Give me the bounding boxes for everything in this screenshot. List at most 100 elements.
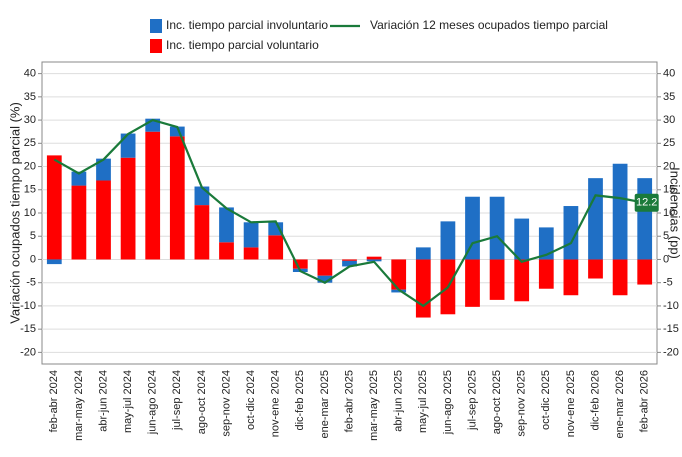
bar bbox=[612, 163, 628, 260]
x-tick-label: feb-abr 2024 bbox=[48, 370, 60, 432]
bar bbox=[96, 158, 111, 181]
x-tick-label: ago-oct 2024 bbox=[196, 370, 208, 434]
y2-tick-label: 35 bbox=[663, 91, 675, 103]
bar bbox=[46, 155, 62, 260]
y2-tick-label: 25 bbox=[663, 137, 675, 149]
bar bbox=[588, 178, 603, 260]
bar bbox=[317, 275, 333, 283]
bar bbox=[391, 289, 407, 293]
line bbox=[53, 118, 645, 308]
y2-tick-label: 40 bbox=[663, 68, 675, 80]
y2-tick-label: 30 bbox=[663, 114, 675, 126]
y2-tick-label: -5 bbox=[663, 277, 673, 289]
bar bbox=[366, 256, 382, 260]
y-tick-label: -15 bbox=[20, 323, 36, 335]
bar bbox=[637, 259, 653, 285]
bar bbox=[391, 259, 407, 290]
legend-swatch bbox=[150, 19, 162, 33]
y2-tick-label: 15 bbox=[663, 184, 675, 196]
y-tick-label: 0 bbox=[30, 253, 36, 265]
bar bbox=[71, 171, 87, 186]
x-tick-label: jul-sep 2025 bbox=[466, 370, 478, 431]
bar bbox=[465, 196, 480, 260]
y-tick-label: 30 bbox=[24, 114, 36, 126]
legend-label: Inc. tiempo parcial voluntario bbox=[166, 38, 319, 52]
bar bbox=[342, 260, 357, 267]
bar bbox=[169, 126, 185, 137]
bar bbox=[96, 180, 111, 260]
x-tick-label: nov-ene 2025 bbox=[565, 370, 577, 437]
y-axis-title: Variación ocupados tiempo parcial (%) bbox=[7, 102, 22, 324]
bar bbox=[563, 259, 579, 296]
bar bbox=[169, 136, 185, 260]
bar bbox=[46, 259, 62, 265]
x-tick-label: oct-dic 2025 bbox=[540, 370, 552, 430]
bar bbox=[71, 185, 87, 260]
bar bbox=[120, 157, 136, 260]
legend-label: Inc. tiempo parcial involuntario bbox=[166, 18, 328, 32]
bar bbox=[219, 242, 234, 260]
y-tick-label: 35 bbox=[24, 91, 36, 103]
bar bbox=[514, 218, 530, 260]
y2-tick-label: 5 bbox=[663, 230, 669, 242]
x-tick-label: jun-ago 2024 bbox=[147, 370, 159, 435]
bar bbox=[120, 133, 136, 158]
bar bbox=[366, 259, 382, 262]
y-tick-label: 10 bbox=[24, 207, 36, 219]
y2-tick-label: -10 bbox=[663, 300, 679, 312]
x-tick-label: ene-mar 2025 bbox=[319, 370, 331, 439]
x-tick-label: jul-sep 2024 bbox=[171, 370, 183, 431]
x-tick-label: dic-feb 2025 bbox=[294, 370, 306, 431]
bar bbox=[588, 259, 603, 279]
x-tick-label: dic-feb 2026 bbox=[589, 370, 601, 431]
bar bbox=[194, 186, 210, 206]
x-tick-label: ene-mar 2026 bbox=[614, 370, 626, 439]
legend-label: Variación 12 meses ocupados tiempo parci… bbox=[370, 18, 608, 32]
data-label-box bbox=[634, 193, 659, 212]
x-tick-label: mar-may 2025 bbox=[368, 370, 380, 441]
y-tick-label: 40 bbox=[24, 68, 36, 80]
legend-swatch bbox=[150, 39, 162, 53]
y-tick-label: -20 bbox=[20, 346, 36, 358]
bar bbox=[538, 227, 554, 260]
bar bbox=[415, 247, 431, 260]
bar bbox=[145, 131, 161, 260]
y-tick-label: -5 bbox=[26, 277, 36, 289]
bar bbox=[243, 222, 259, 248]
y-tick-label: 20 bbox=[24, 160, 36, 172]
y2-tick-label: 10 bbox=[663, 207, 675, 219]
bar bbox=[243, 247, 259, 260]
x-tick-label: sep-nov 2024 bbox=[220, 370, 232, 437]
x-tick-label: sep-nov 2025 bbox=[516, 370, 528, 437]
y2-tick-label: 20 bbox=[663, 160, 675, 172]
y2-axis-title: Incidencias (pp) bbox=[668, 167, 682, 259]
y-tick-label: 25 bbox=[24, 137, 36, 149]
x-tick-label: abr-jun 2024 bbox=[97, 370, 109, 432]
bar bbox=[342, 259, 357, 261]
bar bbox=[612, 259, 628, 296]
bar bbox=[219, 207, 234, 243]
x-tick-label: may-jul 2024 bbox=[122, 370, 134, 433]
y2-tick-label: 0 bbox=[663, 253, 669, 265]
bar bbox=[514, 259, 530, 302]
x-tick-label: nov-ene 2024 bbox=[270, 370, 282, 437]
y2-tick-label: -20 bbox=[663, 346, 679, 358]
bar bbox=[268, 222, 284, 236]
x-tick-label: oct-dic 2024 bbox=[245, 370, 257, 430]
bar bbox=[440, 221, 456, 260]
bar bbox=[317, 259, 333, 276]
data-label: 12.2 bbox=[636, 197, 657, 209]
x-tick-label: mar-may 2024 bbox=[73, 370, 85, 441]
bar bbox=[194, 205, 210, 260]
bar bbox=[489, 196, 505, 260]
bar bbox=[268, 235, 284, 260]
x-tick-label: jun-ago 2025 bbox=[442, 370, 454, 435]
bar bbox=[292, 259, 308, 269]
x-tick-label: abr-jun 2025 bbox=[393, 370, 405, 432]
y-tick-label: -10 bbox=[20, 300, 36, 312]
x-tick-label: may-jul 2025 bbox=[417, 370, 429, 433]
x-tick-label: feb-abr 2026 bbox=[639, 370, 651, 432]
bar bbox=[538, 259, 554, 289]
x-tick-label: feb-abr 2025 bbox=[343, 370, 355, 432]
